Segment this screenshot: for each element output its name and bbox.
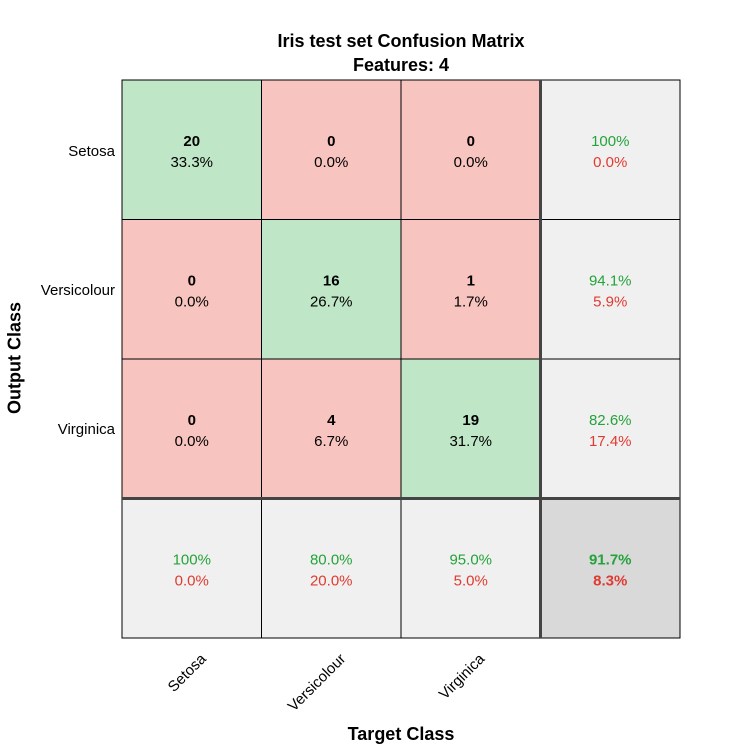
cell-percent: 0.0% — [314, 154, 348, 171]
row-summary-correct: 82.6% — [589, 412, 632, 429]
row-summary-cell — [540, 219, 681, 360]
matrix-cell — [400, 79, 541, 220]
row-summary-cell — [540, 79, 681, 220]
cell-percent: 26.7% — [310, 293, 353, 310]
cell-count: 0 — [467, 133, 475, 150]
matrix-cell — [261, 79, 402, 220]
row-summary-cell — [540, 358, 681, 499]
row-label-setosa: Setosa — [68, 143, 115, 160]
cell-count: 16 — [323, 272, 340, 289]
cell-percent: 0.0% — [175, 293, 209, 310]
col-summary-error: 20.0% — [310, 572, 353, 589]
cell-percent: 6.7% — [314, 433, 348, 450]
chart-title: Iris test set Confusion Matrix — [277, 31, 525, 51]
col-summary-error: 0.0% — [175, 572, 209, 589]
matrix-cell — [261, 219, 402, 360]
cell-count: 20 — [183, 133, 200, 150]
x-axis-label: Target Class — [347, 724, 455, 744]
matrix-cell — [400, 219, 541, 360]
col-summary-correct: 95.0% — [449, 551, 492, 568]
overall-correct: 91.7% — [589, 551, 632, 568]
row-summary-error: 17.4% — [589, 433, 632, 450]
row-label-versicolour: Versicolour — [40, 282, 115, 299]
cell-percent: 0.0% — [175, 433, 209, 450]
matrix-cell — [400, 358, 541, 499]
cell-percent: 0.0% — [454, 154, 488, 171]
cell-percent: 33.3% — [170, 154, 213, 171]
col-summary-error: 5.0% — [454, 572, 488, 589]
overall-error: 8.3% — [593, 572, 627, 589]
overall-cell — [540, 498, 681, 639]
row-label-virginica: Virginica — [57, 421, 115, 438]
row-summary-error: 5.9% — [593, 293, 627, 310]
cell-count: 0 — [188, 272, 196, 289]
matrix-cell — [121, 358, 262, 499]
row-summary-correct: 94.1% — [589, 272, 632, 289]
col-summary-correct: 80.0% — [310, 551, 353, 568]
col-summary-cell — [121, 498, 262, 639]
matrix-cell — [121, 79, 262, 220]
y-axis-label: Output Class — [4, 301, 25, 415]
chart-subtitle: Features: 4 — [352, 55, 450, 75]
cell-count: 0 — [327, 133, 335, 150]
cell-count: 1 — [467, 272, 475, 289]
cell-count: 19 — [462, 412, 479, 429]
col-summary-cell — [261, 498, 402, 639]
cell-percent: 31.7% — [449, 433, 492, 450]
cell-percent: 1.7% — [454, 293, 488, 310]
cell-count: 0 — [188, 412, 196, 429]
matrix-cell — [261, 358, 402, 499]
matrix-cell — [121, 219, 262, 360]
col-summary-cell — [400, 498, 541, 639]
row-summary-error: 0.0% — [593, 154, 627, 171]
cell-count: 4 — [327, 412, 336, 429]
col-summary-correct: 100% — [173, 551, 211, 568]
row-summary-correct: 100% — [591, 133, 629, 150]
